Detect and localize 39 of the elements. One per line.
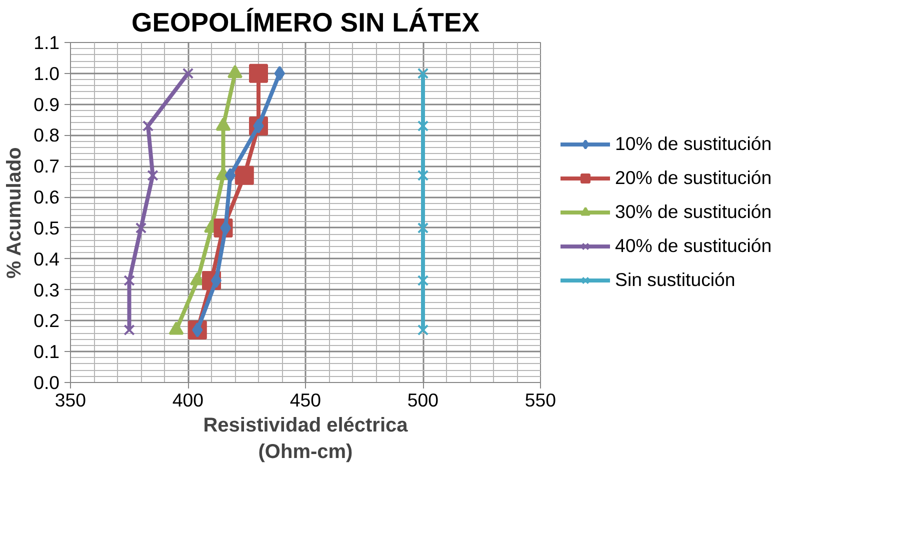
point bbox=[124, 324, 135, 336]
point bbox=[417, 68, 429, 80]
y-tick-label: 0.4 bbox=[34, 248, 60, 270]
x-axis-title: Resistividad eléctrica (Ohm-cm) bbox=[203, 414, 409, 463]
y-tick-label: 0.6 bbox=[34, 186, 60, 208]
point bbox=[249, 64, 268, 83]
point bbox=[147, 170, 158, 182]
point bbox=[234, 166, 254, 185]
point bbox=[417, 324, 429, 336]
y-axis-title: % Acumulado bbox=[4, 147, 26, 279]
point bbox=[142, 120, 154, 132]
y-tick-label: 1.0 bbox=[34, 62, 60, 84]
x-tick-label: 550 bbox=[524, 390, 556, 410]
point bbox=[124, 274, 135, 286]
y-tick-label: 0.3 bbox=[34, 279, 60, 300]
y-tick-label: 0.9 bbox=[34, 94, 60, 115]
y-tick-label: 0.1 bbox=[34, 341, 60, 362]
point bbox=[224, 168, 236, 183]
y-tick-label: 0.8 bbox=[34, 124, 60, 146]
x-tick-label: 450 bbox=[290, 390, 322, 410]
x-tick-label: 400 bbox=[172, 390, 204, 410]
x-tick-label: 500 bbox=[407, 390, 439, 410]
legend-label: 30% de sustitución bbox=[615, 201, 772, 223]
y-tick-label: 0.7 bbox=[34, 156, 60, 177]
point bbox=[417, 170, 429, 182]
point bbox=[417, 222, 429, 234]
legend-label: 20% de sustitución bbox=[615, 167, 772, 189]
y-tick-label: 0.5 bbox=[34, 217, 60, 238]
point bbox=[274, 66, 285, 81]
chart-title: GEOPOLÍMERO SIN LÁTEX bbox=[131, 8, 480, 38]
legend-label: 40% de sustitución bbox=[615, 235, 772, 257]
y-tick-label: 0.2 bbox=[34, 310, 60, 332]
point bbox=[182, 68, 194, 80]
y-tick-label: 1.1 bbox=[34, 32, 60, 53]
point bbox=[417, 120, 429, 132]
point bbox=[135, 222, 147, 234]
legend-label: 10% de sustitución bbox=[615, 133, 772, 155]
legend-label: Sin sustitución bbox=[615, 269, 736, 291]
point bbox=[417, 274, 429, 286]
